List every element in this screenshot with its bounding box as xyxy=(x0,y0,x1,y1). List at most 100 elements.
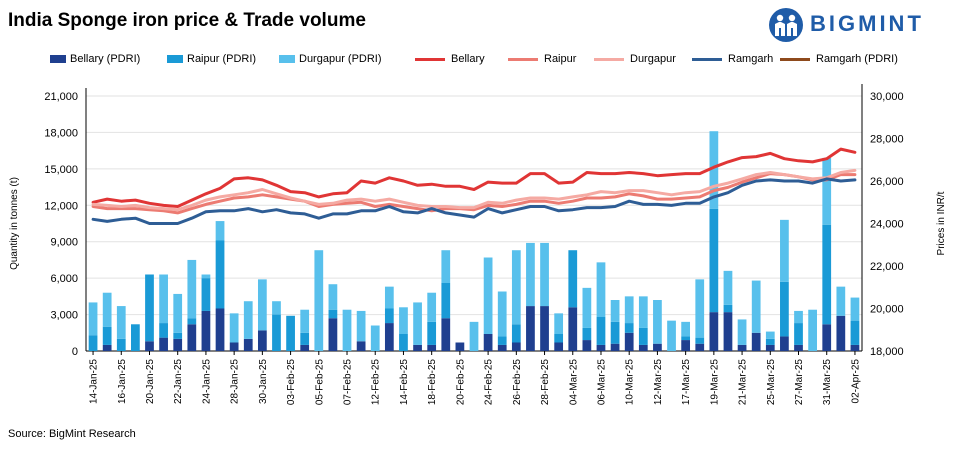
bar-segment xyxy=(497,336,507,345)
bar-segment xyxy=(681,321,691,337)
bar-segment xyxy=(511,324,521,343)
bar-segment xyxy=(540,242,549,307)
price-line xyxy=(91,172,857,215)
bar-segment xyxy=(624,332,634,351)
bar-segment xyxy=(836,286,846,316)
bar-segment xyxy=(850,320,860,345)
price-line xyxy=(91,147,857,208)
bar-segment xyxy=(667,320,676,351)
legend-swatch xyxy=(50,55,66,63)
y-left-tick-label: 9,000 xyxy=(50,237,78,249)
bar-segment xyxy=(413,344,422,351)
bar-segment xyxy=(695,279,705,338)
bar-segment xyxy=(638,344,648,351)
bar-segment xyxy=(554,342,564,351)
bar-segment xyxy=(131,324,140,351)
legend-swatch xyxy=(508,57,538,61)
bar-segment xyxy=(356,341,366,351)
bar-segment xyxy=(441,250,451,283)
bar-segment xyxy=(780,336,789,351)
x-tick-label: 22-Jan-25 xyxy=(173,359,184,404)
y-left-tick-label: 18,000 xyxy=(44,127,78,139)
y-right-tick-label: 26,000 xyxy=(870,176,904,188)
x-tick-label: 12-Mar-25 xyxy=(653,359,664,406)
bar-segment xyxy=(822,157,832,225)
bar-segment xyxy=(215,221,225,241)
x-tick-label: 28-Feb-25 xyxy=(540,359,551,406)
bar-segment xyxy=(822,224,832,325)
bar-segment xyxy=(88,335,98,351)
x-tick-label: 20-Feb-25 xyxy=(455,359,466,406)
bar-segment xyxy=(780,281,789,337)
x-tick-label: 06-Mar-25 xyxy=(596,359,607,406)
bar-segment xyxy=(737,319,747,345)
bar-segment xyxy=(582,340,592,351)
bar-segment xyxy=(836,315,846,351)
bar-segment xyxy=(300,344,310,351)
bar-segment xyxy=(751,332,761,351)
x-tick-label: 03-Feb-25 xyxy=(286,359,297,406)
y-left-tick-label: 15,000 xyxy=(44,164,78,176)
bar-segment xyxy=(286,315,295,351)
people-icon xyxy=(769,8,803,42)
bar-segment xyxy=(497,291,507,337)
bar-segment xyxy=(116,338,126,351)
bar-segment xyxy=(229,342,239,351)
legend-item-bellary-pdri: Bellary (PDRI) xyxy=(50,53,140,65)
bar-segment xyxy=(554,313,564,334)
x-tick-label: 14-Feb-25 xyxy=(399,359,410,406)
bar-segment xyxy=(695,343,705,351)
bar-segment xyxy=(483,257,493,334)
legend-label: Raipur xyxy=(544,53,577,65)
x-tick-label: 24-Feb-25 xyxy=(484,359,495,406)
x-tick-label: 26-Feb-25 xyxy=(512,359,523,406)
bar-segment xyxy=(173,338,183,351)
x-tick-label: 19-Mar-25 xyxy=(709,359,720,406)
y-left-tick-label: 0 xyxy=(72,346,78,358)
bar-segment xyxy=(427,292,437,322)
x-tick-label: 27-Mar-25 xyxy=(794,359,805,406)
bar-segment xyxy=(610,321,620,344)
bar-segment xyxy=(568,250,578,308)
bar-segment xyxy=(624,323,634,333)
bar-segment xyxy=(145,341,154,351)
bar-segment xyxy=(751,280,761,333)
bar-segment xyxy=(102,292,112,327)
legend-item-raipur-pdri: Raipur (PDRI) xyxy=(167,53,256,65)
bar-segment xyxy=(610,343,620,351)
bar-segment xyxy=(159,274,168,324)
bar-segment xyxy=(850,344,860,351)
y-right-tick-label: 30,000 xyxy=(870,91,904,103)
x-tick-label: 04-Mar-25 xyxy=(568,359,579,406)
bar-segment xyxy=(653,300,662,344)
x-tick-label: 25-Mar-25 xyxy=(766,359,777,406)
y-left-tick-label: 21,000 xyxy=(44,91,78,103)
bar-segment xyxy=(384,308,394,324)
y-right-tick-label: 22,000 xyxy=(870,261,904,273)
bar-segment xyxy=(356,310,366,342)
bar-segment xyxy=(201,274,211,279)
brand-logo: BIGMINT xyxy=(768,5,948,45)
y-left-axis-title: Quantity in tonnes (t) xyxy=(9,177,20,270)
bar-segment xyxy=(159,337,168,351)
bar-segment xyxy=(794,310,803,324)
bar-segment xyxy=(187,318,197,325)
bar-segment xyxy=(187,324,197,351)
bar-segment xyxy=(102,344,112,351)
x-tick-label: 17-Mar-25 xyxy=(681,359,692,406)
legend-label: Ramgarh xyxy=(728,53,774,65)
legend-item-durgapur-pdri: Durgapur (PDRI) xyxy=(279,53,382,65)
bar-segment xyxy=(159,323,168,338)
bar-segment xyxy=(483,334,493,351)
x-tick-label: 16-Jan-25 xyxy=(117,359,128,404)
bar-segment xyxy=(638,296,648,328)
bar-segment xyxy=(765,338,775,345)
bar-segment xyxy=(526,242,535,307)
bar-segment xyxy=(582,287,592,328)
x-tick-label: 30-Jan-25 xyxy=(258,359,269,404)
bar-segment xyxy=(441,283,451,319)
bar-segment xyxy=(328,309,338,319)
bar-segment xyxy=(723,304,733,313)
legend-label: Bellary xyxy=(451,53,485,65)
